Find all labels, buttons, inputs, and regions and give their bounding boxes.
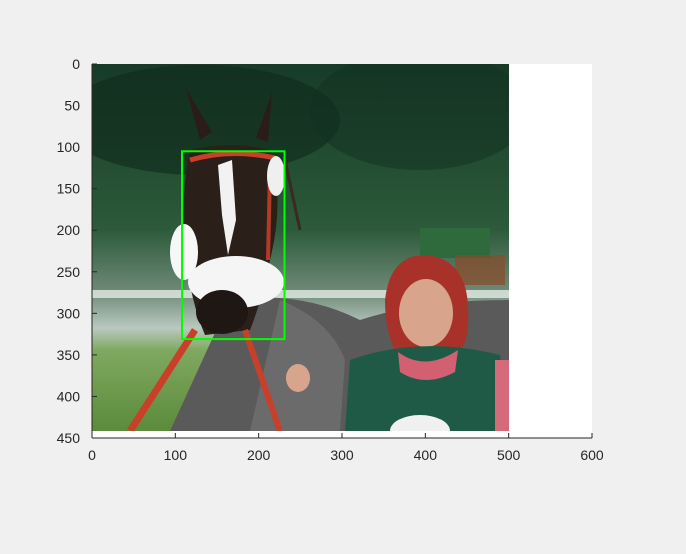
y-tick-label: 150 bbox=[57, 181, 81, 197]
y-tick-label: 200 bbox=[57, 222, 81, 238]
y-tick-label: 350 bbox=[57, 347, 81, 363]
x-tick-label: 200 bbox=[247, 447, 271, 463]
y-tick-label: 0 bbox=[72, 56, 80, 72]
x-axis-ticks: 0 100 200 300 400 500 600 bbox=[88, 433, 604, 463]
y-tick-label: 100 bbox=[57, 139, 81, 155]
x-tick-label: 300 bbox=[330, 447, 354, 463]
bounding-box bbox=[181, 150, 286, 341]
y-tick-label: 450 bbox=[57, 430, 81, 446]
x-tick-label: 100 bbox=[164, 447, 188, 463]
x-tick-label: 0 bbox=[88, 447, 96, 463]
x-tick-label: 500 bbox=[497, 447, 521, 463]
y-tick-label: 250 bbox=[57, 264, 81, 280]
y-tick-label: 400 bbox=[57, 388, 81, 404]
x-tick-label: 600 bbox=[580, 447, 604, 463]
y-tick-label: 300 bbox=[57, 305, 81, 321]
x-tick-label: 400 bbox=[414, 447, 438, 463]
y-tick-label: 50 bbox=[64, 98, 80, 114]
y-axis-ticks: 0 50 100 150 200 250 300 350 400 450 bbox=[57, 56, 97, 446]
photo-image bbox=[92, 64, 509, 431]
